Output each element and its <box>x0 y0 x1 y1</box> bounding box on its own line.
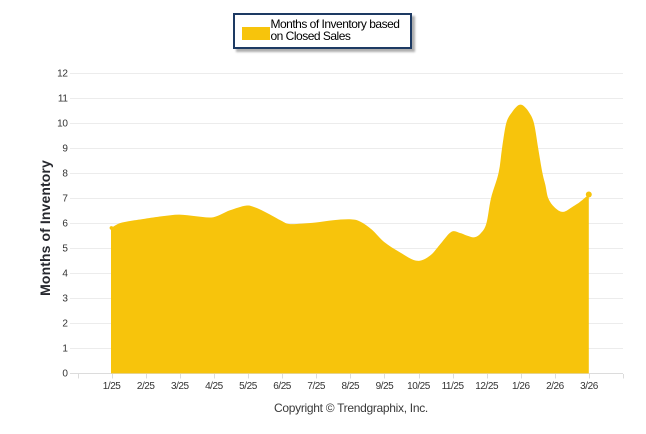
svg-text:10/25: 10/25 <box>407 381 431 392</box>
svg-text:9: 9 <box>62 144 68 155</box>
svg-text:1: 1 <box>62 344 68 355</box>
svg-text:7: 7 <box>62 194 68 205</box>
svg-text:12/25: 12/25 <box>475 381 499 392</box>
svg-text:3/26: 3/26 <box>580 381 599 392</box>
svg-text:8/25: 8/25 <box>341 381 360 392</box>
svg-text:5: 5 <box>62 244 68 255</box>
svg-text:11/25: 11/25 <box>442 381 465 392</box>
svg-text:6/25: 6/25 <box>273 381 292 392</box>
svg-text:3/25: 3/25 <box>171 381 190 392</box>
svg-text:1/26: 1/26 <box>512 381 531 392</box>
svg-text:2: 2 <box>62 319 68 330</box>
svg-text:0: 0 <box>62 369 68 380</box>
svg-text:1/25: 1/25 <box>103 381 122 392</box>
svg-text:12: 12 <box>57 69 68 80</box>
svg-text:4/25: 4/25 <box>205 381 224 392</box>
svg-text:8: 8 <box>62 169 68 180</box>
svg-text:2/26: 2/26 <box>546 381 565 392</box>
svg-text:9/25: 9/25 <box>376 381 395 392</box>
svg-text:6: 6 <box>62 219 68 230</box>
svg-text:11: 11 <box>58 94 68 105</box>
svg-text:3: 3 <box>62 294 68 305</box>
svg-text:7/25: 7/25 <box>307 381 326 392</box>
svg-text:4: 4 <box>62 269 68 280</box>
svg-text:10: 10 <box>57 119 68 130</box>
svg-text:5/25: 5/25 <box>239 381 258 392</box>
svg-text:2/25: 2/25 <box>137 381 156 392</box>
